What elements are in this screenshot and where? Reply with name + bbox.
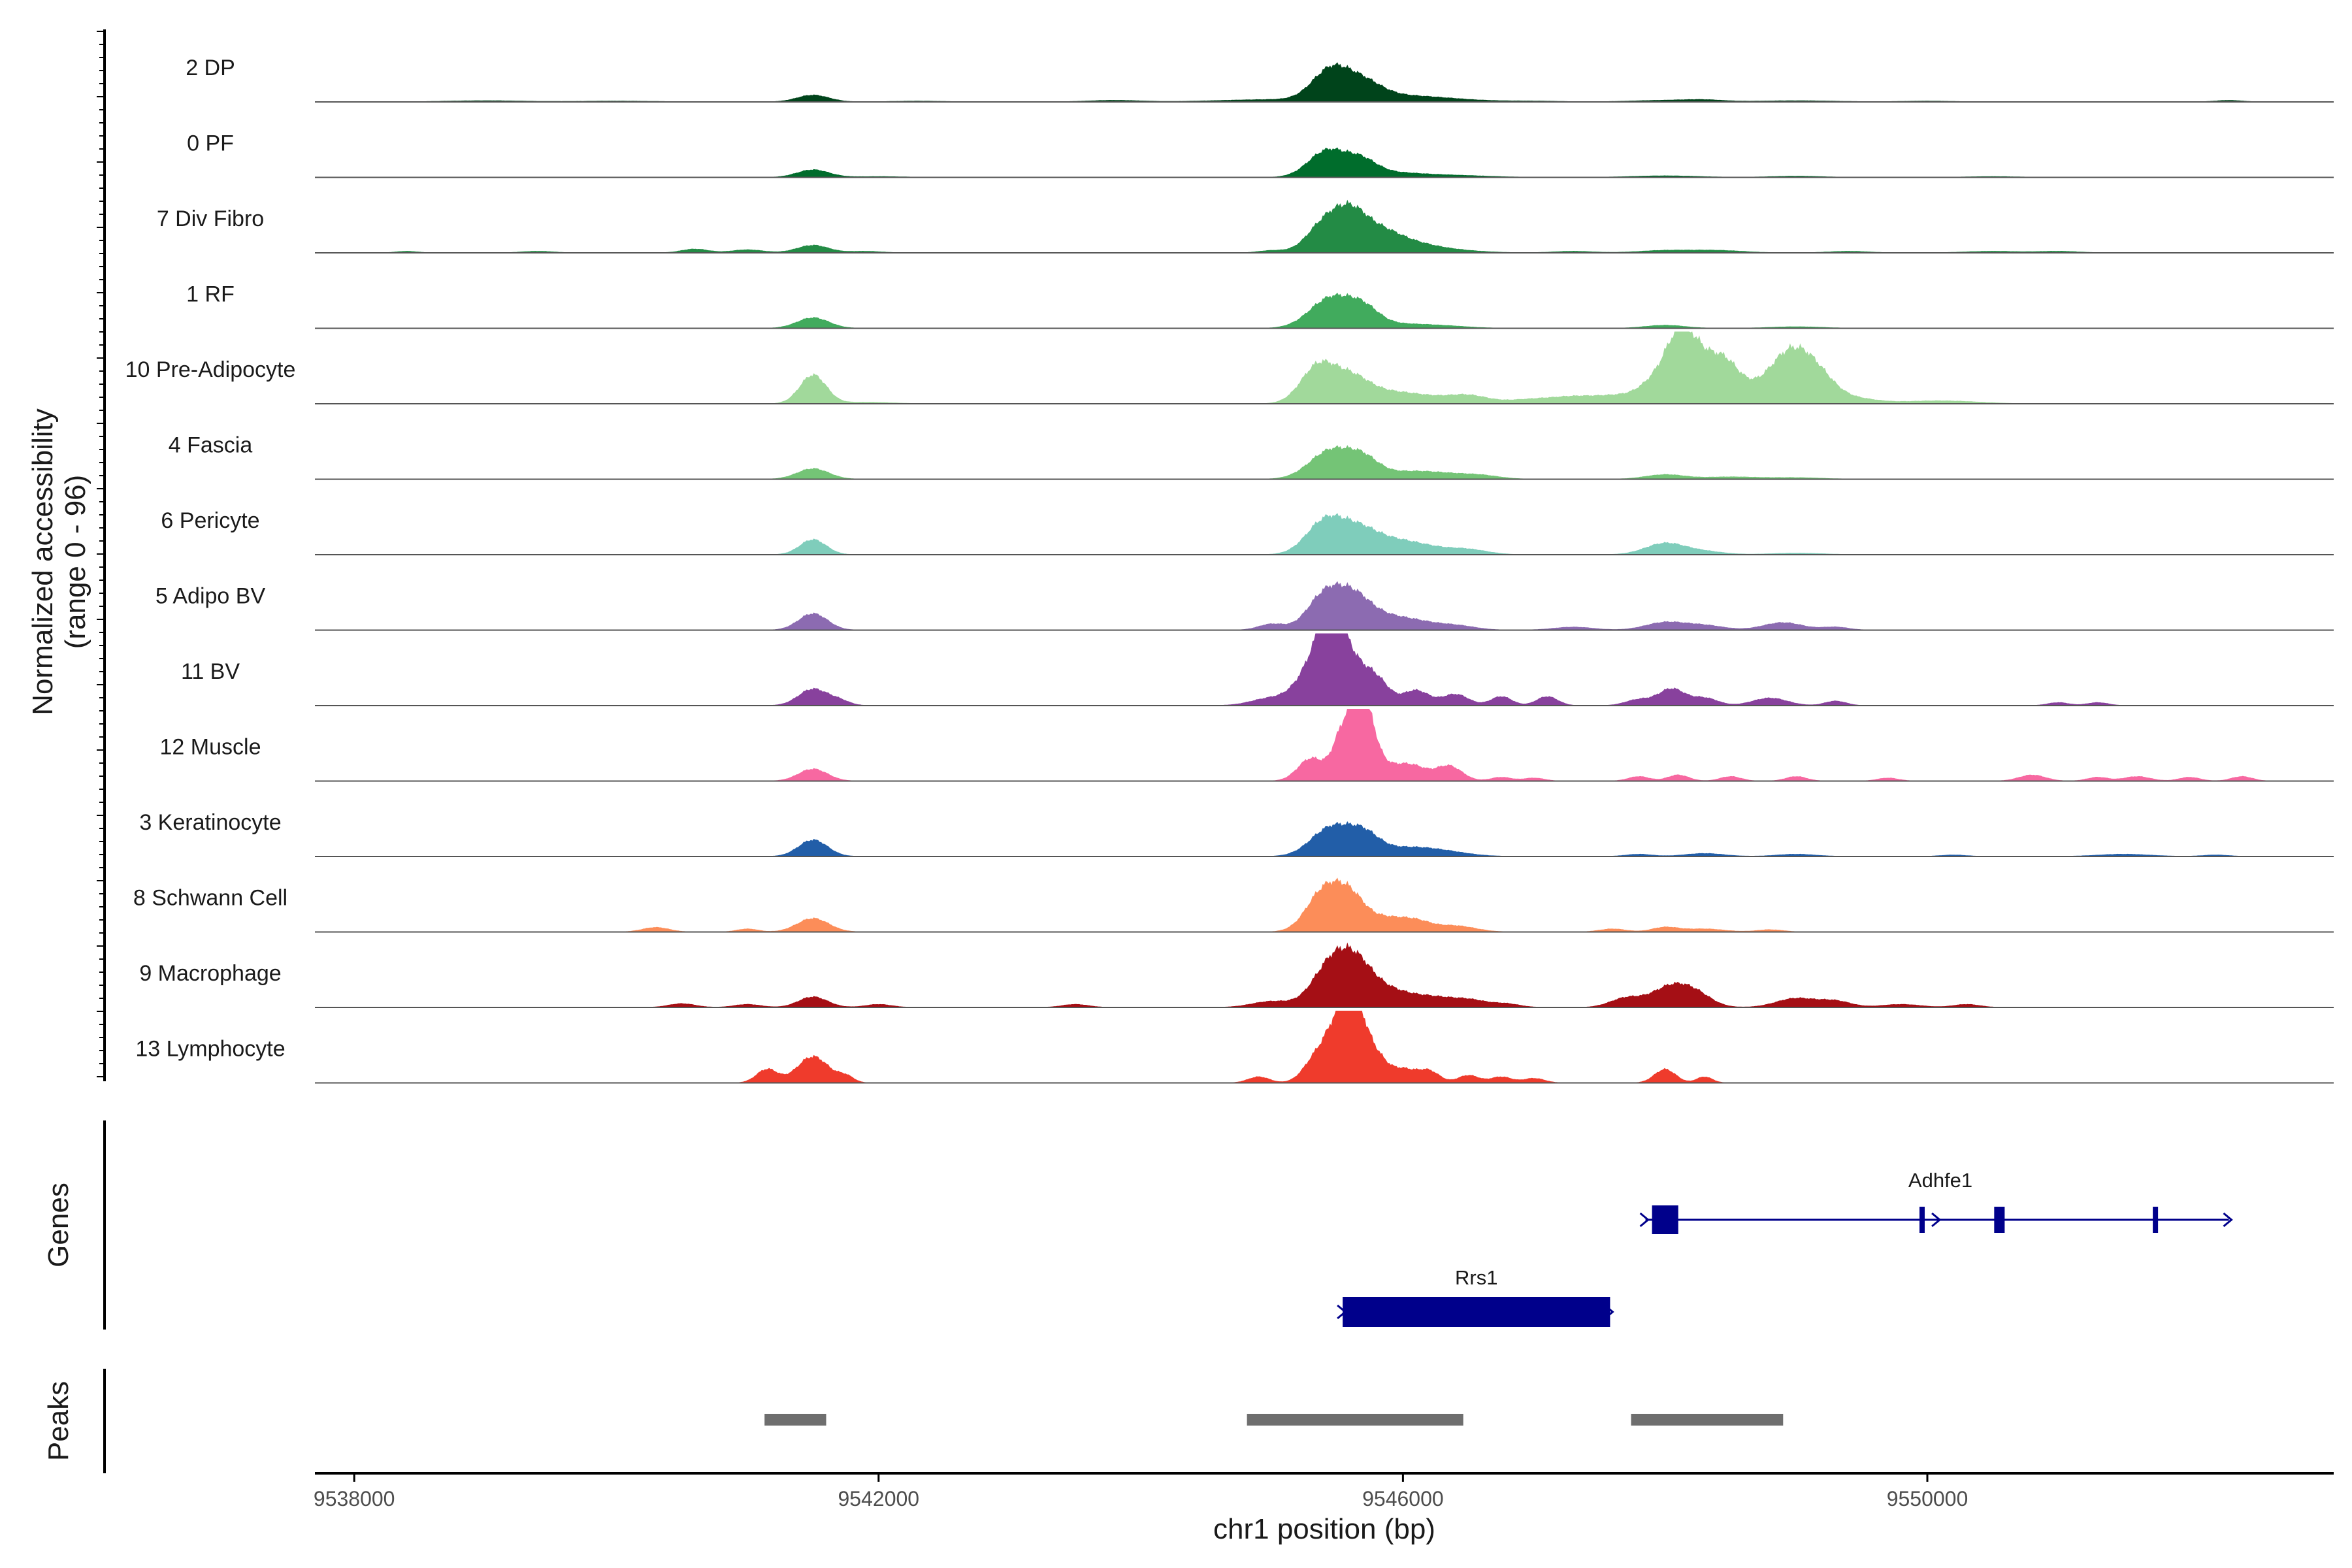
coverage-area <box>315 709 2334 781</box>
peak-region <box>1631 1414 1784 1426</box>
x-axis-title: chr1 position (bp) <box>1213 1513 1435 1545</box>
track-label: 13 Lymphocyte <box>135 1037 285 1062</box>
track-5 <box>315 331 2334 404</box>
coverage-area <box>315 513 2334 555</box>
coverage-y-ticks <box>97 31 105 1077</box>
track-label: 2 DP <box>186 56 235 80</box>
tracks-layer <box>315 62 2334 1084</box>
coverage-area <box>315 633 2334 706</box>
track-label: 12 Muscle <box>160 735 261 760</box>
track-11 <box>315 821 2334 857</box>
track-9 <box>315 633 2334 706</box>
track-7 <box>315 513 2334 555</box>
peak-region <box>1247 1414 1463 1426</box>
coverage-area <box>315 199 2334 253</box>
track-label: 0 PF <box>187 131 234 156</box>
track-10 <box>315 709 2334 782</box>
x-axis-ticks: 9538000 9542000 9546000 9550000 <box>314 1473 1968 1511</box>
coverage-area <box>315 292 2334 329</box>
track-label: 4 Fascia <box>169 433 253 458</box>
gene-exon <box>1994 1207 2005 1233</box>
gene-exon <box>1919 1207 1925 1233</box>
gene-adhfe1: Adhfe1 <box>1639 1169 2233 1234</box>
track-label: 11 BV <box>181 659 240 684</box>
strand-arrow <box>1931 1212 1942 1228</box>
track-3 <box>315 199 2334 253</box>
strand-arrow <box>1639 1212 1650 1228</box>
track-1 <box>315 62 2334 103</box>
track-label: 7 Div Fibro <box>157 206 264 231</box>
track-label: 3 Keratinocyte <box>139 810 281 835</box>
track-label: 5 Adipo BV <box>155 584 266 609</box>
coverage-area <box>315 62 2334 103</box>
coverage-area <box>315 331 2334 404</box>
x-tick-label: 9542000 <box>838 1487 920 1511</box>
track-label: 1 RF <box>186 282 235 307</box>
y-axis-title: Normalized accessibility (range 0 - 96) <box>27 408 91 715</box>
x-tick-label: 9546000 <box>1362 1487 1444 1511</box>
y-axis-range-label: (range 0 - 96) <box>59 475 91 649</box>
track-8 <box>315 581 2334 631</box>
coverage-area <box>315 942 2334 1008</box>
coverage-area <box>315 821 2334 857</box>
peak-region <box>764 1414 826 1426</box>
strand-arrow <box>2223 1212 2233 1228</box>
track-13 <box>315 942 2334 1008</box>
track-label: 10 Pre-Adipocyte <box>125 357 296 382</box>
coverage-area <box>315 581 2334 630</box>
genes-panel-label: Genes <box>42 1183 74 1267</box>
peaks-panel-label: Peaks <box>42 1381 74 1461</box>
gene-label: Rrs1 <box>1455 1266 1497 1289</box>
gene-exon <box>1652 1205 1678 1234</box>
track-12 <box>315 877 2334 933</box>
gene-exon <box>2153 1207 2159 1233</box>
track-2 <box>315 147 2334 178</box>
coverage-area <box>315 877 2334 932</box>
track-label: 8 Schwann Cell <box>133 886 287 911</box>
coverage-area <box>315 1011 2334 1083</box>
track-4 <box>315 292 2334 329</box>
gene-label: Adhfe1 <box>1908 1169 1972 1192</box>
gene-exon <box>1343 1297 1610 1327</box>
track-6 <box>315 445 2334 480</box>
coverage-area <box>315 147 2334 178</box>
coverage-area <box>315 445 2334 480</box>
track-label: 9 Macrophage <box>139 961 281 986</box>
track-labels: 2 DP 0 PF 7 Div Fibro 1 RF 10 Pre-Adipocyte 4… <box>125 56 296 1062</box>
gene-rrs1: Rrs1 <box>1337 1266 1614 1327</box>
x-tick-label: 9550000 <box>1887 1487 1968 1511</box>
peaks-layer <box>764 1414 1784 1426</box>
genes-layer: Rrs1 Adhfe1 <box>1337 1169 2233 1327</box>
y-axis-label: Normalized accessibility <box>27 408 59 715</box>
track-14 <box>315 1011 2334 1084</box>
x-tick-label: 9538000 <box>314 1487 395 1511</box>
track-label: 6 Pericyte <box>161 508 259 533</box>
